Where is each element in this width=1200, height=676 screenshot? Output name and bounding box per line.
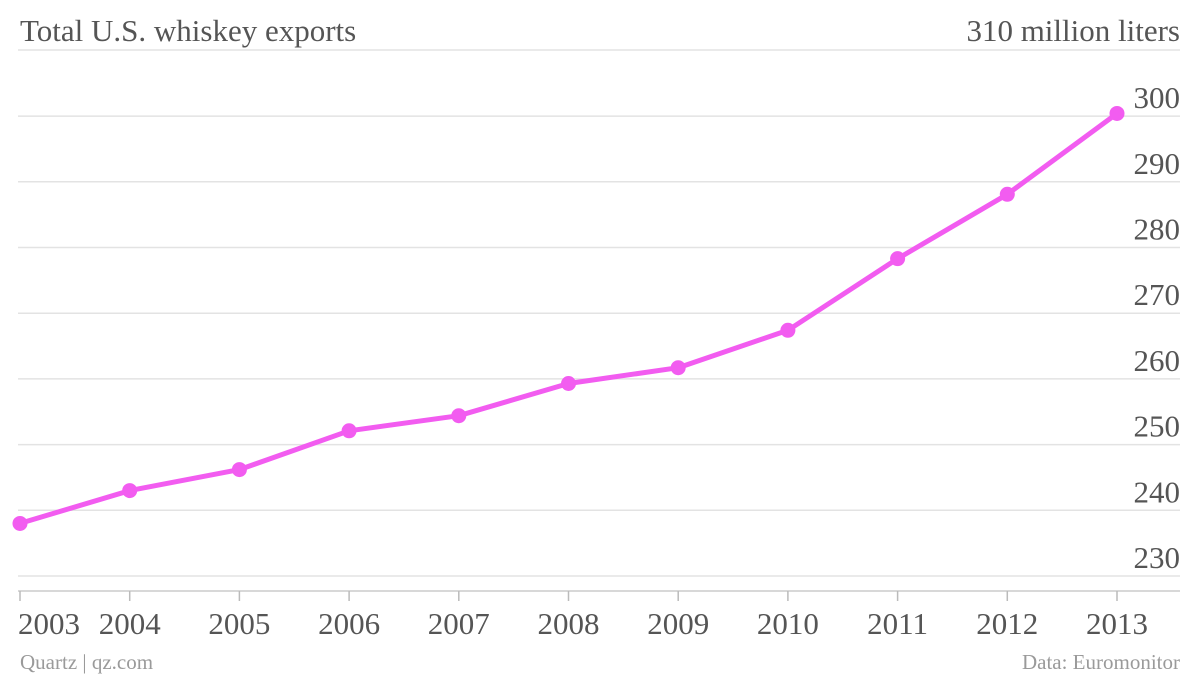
y-tick-label: 260 [1134, 343, 1181, 378]
x-tick-label: 2010 [757, 606, 819, 641]
data-point [1109, 105, 1125, 121]
x-tick-label: 2005 [208, 606, 270, 641]
x-tick-label: 2003 [18, 606, 80, 641]
unit-label: 310 million liters [966, 13, 1180, 48]
data-point [670, 360, 686, 376]
chart-title: Total U.S. whiskey exports [20, 13, 356, 48]
data-point [561, 375, 576, 391]
x-tick-label: 2012 [976, 606, 1038, 641]
series-whiskey-exports [12, 105, 1125, 531]
data-point [231, 462, 247, 478]
footer-credit: Quartz | qz.com [20, 650, 153, 674]
gridlines [18, 49, 1180, 577]
data-point [122, 483, 138, 499]
y-tick-label: 230 [1134, 540, 1181, 575]
y-tick-label: 270 [1134, 277, 1181, 312]
series-line [17, 111, 1120, 526]
x-tick-label: 2004 [99, 606, 162, 641]
y-tick-label: 300 [1134, 80, 1181, 115]
footer-source: Data: Euromonitor [1022, 650, 1180, 674]
data-point [451, 408, 467, 424]
x-tick-label: 2006 [318, 606, 380, 641]
data-point [999, 186, 1015, 202]
x-tick-label: 2009 [647, 606, 709, 641]
x-axis-ticks: 2003 2004 2005 2006 2007 2008 2009 2010 2011 2012… [18, 591, 1148, 641]
x-tick-label: 2013 [1086, 606, 1148, 641]
y-tick-label: 240 [1134, 474, 1181, 509]
y-tick-label: 290 [1134, 146, 1181, 181]
y-axis-ticks: 230 240 250 260 270 280 290 300 [1134, 80, 1181, 575]
data-point [890, 251, 906, 267]
y-tick-label: 250 [1134, 409, 1181, 444]
x-tick-label: 2011 [867, 606, 928, 641]
y-tick-label: 280 [1134, 212, 1181, 247]
x-tick-label: 2008 [538, 606, 600, 641]
x-tick-label: 2007 [428, 606, 490, 641]
data-point [341, 423, 357, 439]
data-point [12, 515, 28, 531]
data-point [780, 322, 796, 338]
